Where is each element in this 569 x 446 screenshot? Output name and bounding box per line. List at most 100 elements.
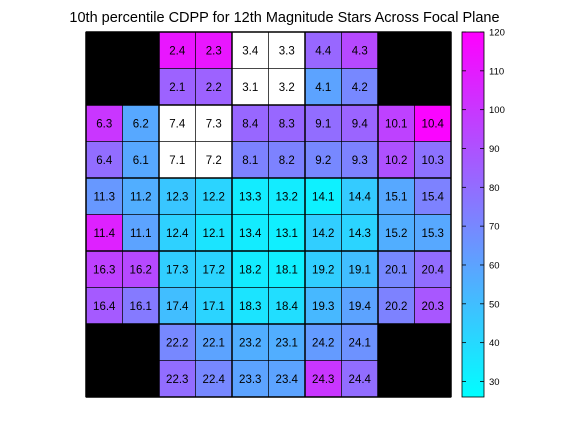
colorbar-tick-label: 120 xyxy=(489,28,505,39)
cell-label: 2.4 xyxy=(169,45,186,57)
heatmap-cell xyxy=(122,104,160,142)
cell-label: 13.1 xyxy=(276,228,298,240)
cell-label: 10.3 xyxy=(422,155,444,167)
heatmap-cell xyxy=(231,141,269,179)
cell-label: 17.1 xyxy=(203,301,225,313)
cell-label: 8.2 xyxy=(279,155,295,167)
heatmap-cell xyxy=(231,68,269,106)
empty-cell xyxy=(414,32,451,69)
cell-label: 12.2 xyxy=(203,191,225,203)
colorbar-gradient xyxy=(461,31,485,398)
cell-label: 18.3 xyxy=(239,301,261,313)
plot-frame xyxy=(85,31,452,398)
colorbar-tick-label: 60 xyxy=(489,260,500,271)
cell-label: 13.3 xyxy=(239,191,261,203)
heatmap-cell xyxy=(158,68,196,106)
cell-label: 4.2 xyxy=(352,82,368,94)
heatmap-cell xyxy=(158,250,196,288)
heatmap-cell xyxy=(158,141,196,179)
cell-label: 3.2 xyxy=(279,82,295,94)
cell-label: 8.3 xyxy=(279,118,295,130)
cell-label: 20.4 xyxy=(422,264,445,276)
empty-cell xyxy=(86,324,123,361)
empty-cell xyxy=(378,324,415,361)
colorbar-tick-label: 50 xyxy=(489,299,500,310)
colorbar-tick-label: 80 xyxy=(489,183,500,194)
cell-label: 2.2 xyxy=(206,82,222,94)
empty-cell xyxy=(122,324,159,361)
cell-label: 12.1 xyxy=(203,228,225,240)
cell-label: 24.1 xyxy=(349,337,371,349)
cell-label: 9.1 xyxy=(315,118,331,130)
heatmap-cell xyxy=(231,287,269,325)
heatmap-cell xyxy=(122,250,160,288)
colorbar-tick-label: 40 xyxy=(489,338,500,349)
empty-cell xyxy=(86,32,123,69)
colorbar-tick-label: 90 xyxy=(489,144,500,155)
heatmap-cell xyxy=(268,177,306,215)
colorbar-tick-label: 100 xyxy=(489,105,505,116)
cell-label: 19.4 xyxy=(349,301,372,313)
heatmap-cell xyxy=(414,287,452,325)
heatmap-cell xyxy=(341,323,379,361)
heatmap-cell xyxy=(195,214,233,252)
heatmap-cell xyxy=(268,214,306,252)
cell-label: 20.3 xyxy=(422,301,444,313)
empty-cell xyxy=(122,68,159,105)
colorbar-tick-label: 70 xyxy=(489,222,500,233)
cell-label: 3.4 xyxy=(242,45,259,57)
cell-label: 16.3 xyxy=(93,264,115,276)
cell-label: 12.4 xyxy=(166,228,189,240)
colorbar-tick-label: 30 xyxy=(489,377,500,388)
cell-label: 22.3 xyxy=(166,374,188,386)
cell-label: 11.3 xyxy=(93,191,115,203)
cell-label: 19.2 xyxy=(312,264,334,276)
cell-label: 19.3 xyxy=(312,301,334,313)
cell-label: 23.3 xyxy=(239,374,261,386)
empty-cell xyxy=(414,324,451,361)
cell-label: 2.3 xyxy=(206,45,222,57)
cell-label: 15.2 xyxy=(385,228,407,240)
cell-label: 7.1 xyxy=(169,155,185,167)
cell-label: 14.4 xyxy=(349,191,372,203)
cell-label: 4.3 xyxy=(352,45,368,57)
cell-label: 23.2 xyxy=(239,337,261,349)
cell-label: 7.2 xyxy=(206,155,222,167)
colorbar-ticks: 30 40 50 60 70 80 90 100 110 120 xyxy=(462,28,505,388)
heatmap-cell xyxy=(377,250,415,288)
cell-label: 7.4 xyxy=(169,118,186,130)
heatmap-cell xyxy=(341,68,379,106)
colorbar: 30 40 50 60 70 80 90 100 110 120 xyxy=(461,28,505,398)
heatmap-cell xyxy=(158,323,196,361)
cell-label: 22.4 xyxy=(203,374,226,386)
cell-label: 15.1 xyxy=(385,191,407,203)
cell-label: 14.1 xyxy=(312,191,334,203)
heatmap-cells: 2.4 2.3 3.4 3.3 4.4 4.3 2.1 2.2 3.1 3.2 4.1 4.2 6.3 6… xyxy=(85,31,452,398)
cell-label: 17.2 xyxy=(203,264,225,276)
cell-label: 16.4 xyxy=(93,301,116,313)
heatmap-cell xyxy=(377,214,415,252)
cell-label: 11.2 xyxy=(130,191,152,203)
cell-label: 17.3 xyxy=(166,264,188,276)
heatmap-cell xyxy=(158,287,196,325)
cell-label: 6.1 xyxy=(133,155,149,167)
cell-label: 15.4 xyxy=(422,191,445,203)
empty-cell xyxy=(122,360,159,397)
cell-label: 23.1 xyxy=(276,337,298,349)
cell-label: 14.2 xyxy=(312,228,334,240)
cell-label: 20.1 xyxy=(385,264,407,276)
cell-label: 8.1 xyxy=(242,155,258,167)
heatmap-cell xyxy=(304,68,342,106)
heatmap-cell xyxy=(268,141,306,179)
heatmap-cell xyxy=(414,141,452,179)
cell-label: 22.2 xyxy=(166,337,188,349)
cell-label: 22.1 xyxy=(203,337,225,349)
cell-label: 8.4 xyxy=(242,118,259,130)
cell-label: 23.4 xyxy=(276,374,299,386)
heatmap-cell xyxy=(158,104,196,142)
empty-cell xyxy=(86,68,123,105)
cell-label: 4.4 xyxy=(315,45,332,57)
heatmap-cell xyxy=(85,104,123,142)
heatmap-cell xyxy=(414,104,452,142)
cell-label: 15.3 xyxy=(422,228,444,240)
